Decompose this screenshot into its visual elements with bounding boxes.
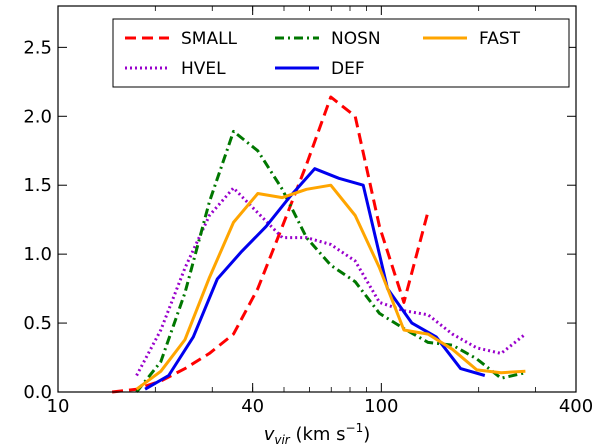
x-tick-label: 400 xyxy=(559,396,593,417)
x-tick-label: 100 xyxy=(364,396,398,417)
y-tick-label: 0.5 xyxy=(23,313,52,334)
legend-label-fast: FAST xyxy=(479,29,521,49)
legend-label-small: SMALL xyxy=(181,29,238,49)
legend: SMALL HVEL NOSN DEF FAST xyxy=(112,18,570,88)
legend-box xyxy=(112,18,570,88)
x-tick-label: 40 xyxy=(241,396,264,417)
series-line-fast xyxy=(135,183,526,391)
series-line-def xyxy=(144,167,486,391)
y-tick-label: 0.0 xyxy=(23,382,52,403)
legend-label-def: DEF xyxy=(331,59,365,79)
x-axis-label: vvir (km s−1) xyxy=(264,421,371,446)
y-tick-label: 2.0 xyxy=(23,106,52,127)
axes-layer: 10 40 100 400 0.0 0.5 1.0 1.5 2.0 2.5 xyxy=(23,6,593,417)
legend-label-nosn: NOSN xyxy=(331,29,381,49)
legend-label-hvel: HVEL xyxy=(181,59,226,79)
series-layer xyxy=(111,95,527,394)
series-line-nosn xyxy=(135,129,526,393)
x-tick-label: 10 xyxy=(47,396,70,417)
y-tick-label: 1.5 xyxy=(23,175,52,196)
plot-frame xyxy=(57,5,577,393)
y-tick-label: 1.0 xyxy=(23,244,52,265)
y-tick-label: 2.5 xyxy=(23,37,52,58)
